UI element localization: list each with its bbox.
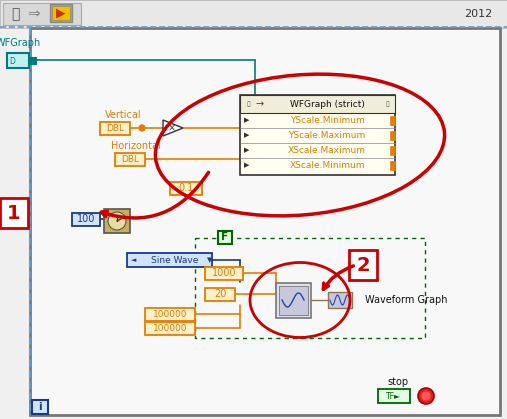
FancyBboxPatch shape [0,0,507,28]
Text: i: i [38,402,42,412]
FancyBboxPatch shape [7,53,29,68]
Text: 0.1: 0.1 [178,183,194,193]
Text: ▶: ▶ [56,7,66,20]
FancyBboxPatch shape [218,231,232,244]
FancyBboxPatch shape [390,161,395,170]
Text: ▼: ▼ [207,257,213,263]
Text: ⇒: ⇒ [27,7,41,21]
FancyBboxPatch shape [145,322,195,335]
Text: ▶: ▶ [244,147,249,153]
Text: Sine Wave: Sine Wave [151,256,199,264]
Text: ◄: ◄ [131,257,137,263]
FancyBboxPatch shape [100,122,130,135]
FancyBboxPatch shape [145,308,195,321]
Text: F: F [222,232,229,242]
Text: ▯: ▯ [385,101,389,107]
FancyBboxPatch shape [3,3,81,25]
FancyBboxPatch shape [52,6,70,20]
FancyBboxPatch shape [279,286,308,315]
Text: WFGraph: WFGraph [0,38,41,48]
Text: Waveform Graph: Waveform Graph [365,295,448,305]
Circle shape [108,212,126,230]
FancyBboxPatch shape [390,116,395,125]
FancyBboxPatch shape [328,292,352,308]
Text: D: D [9,57,15,65]
FancyBboxPatch shape [240,95,395,113]
FancyBboxPatch shape [390,131,395,140]
FancyBboxPatch shape [127,253,212,267]
Text: XScale.Minimum: XScale.Minimum [289,161,365,170]
FancyBboxPatch shape [349,250,377,280]
FancyBboxPatch shape [32,400,48,414]
Text: WFGraph (strict): WFGraph (strict) [289,99,365,109]
Text: stop: stop [387,377,409,387]
FancyBboxPatch shape [115,153,145,166]
FancyBboxPatch shape [378,389,410,403]
FancyBboxPatch shape [205,288,235,301]
Text: Horizontal: Horizontal [111,141,161,151]
Text: ×: × [168,123,176,133]
Text: ✋: ✋ [11,7,19,21]
Text: ▶: ▶ [244,117,249,124]
Text: TF►: TF► [385,391,401,401]
Text: 1: 1 [7,204,21,222]
FancyBboxPatch shape [240,95,395,175]
FancyBboxPatch shape [390,146,395,155]
FancyBboxPatch shape [50,4,72,22]
Text: YScale.Maximum: YScale.Maximum [288,131,366,140]
Text: 2012: 2012 [464,9,492,19]
FancyBboxPatch shape [30,28,500,415]
Text: Vertical: Vertical [104,110,141,120]
Circle shape [418,388,434,404]
Text: DBL: DBL [106,124,124,132]
Circle shape [421,391,431,401]
FancyBboxPatch shape [0,198,28,228]
Text: →: → [256,99,264,109]
Text: ▶: ▶ [244,132,249,139]
Text: ▶: ▶ [244,163,249,168]
FancyBboxPatch shape [276,283,311,318]
Text: 20: 20 [214,289,226,299]
FancyBboxPatch shape [72,213,100,226]
FancyBboxPatch shape [104,209,130,233]
FancyBboxPatch shape [29,57,36,64]
Text: ▯: ▯ [246,101,250,107]
Text: YScale.Minimum: YScale.Minimum [289,116,365,125]
Circle shape [139,125,145,131]
FancyBboxPatch shape [205,267,243,280]
Text: 100000: 100000 [153,310,187,318]
Text: 2: 2 [356,256,370,274]
Polygon shape [163,120,183,136]
Text: 100: 100 [77,214,95,224]
Text: XScale.Maximum: XScale.Maximum [288,146,366,155]
Text: 100000: 100000 [153,323,187,333]
Text: DBL: DBL [121,155,139,163]
Text: 1000: 1000 [212,268,236,278]
FancyBboxPatch shape [170,182,202,195]
